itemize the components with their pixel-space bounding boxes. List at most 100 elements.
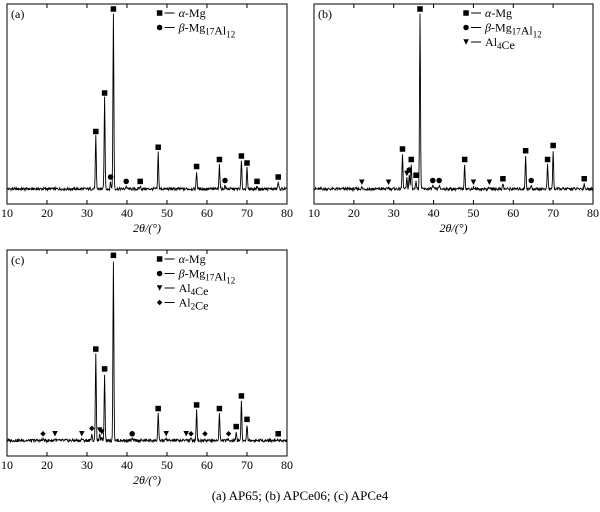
x-tick-label: 60 [201, 206, 213, 220]
x-tick-label: 40 [428, 206, 440, 220]
legend-marker-triangle-down [156, 285, 163, 291]
legend-label: Al2Ce [179, 296, 209, 313]
peak-marker-circle [222, 177, 228, 184]
xrd-trace [313, 13, 594, 192]
x-tick-label: 20 [41, 206, 53, 220]
peak-marker-square [238, 393, 245, 399]
peak-marker-square [399, 146, 406, 152]
plot-frame [6, 249, 288, 457]
x-axis-label: 2θ/(°) [133, 473, 161, 487]
peak-marker-square [417, 6, 423, 12]
x-tick-label: 80 [281, 458, 293, 472]
peak-marker-square [110, 6, 117, 12]
x-axis-label: 2θ/(°) [133, 221, 161, 235]
legend-marker-triangle-down [463, 39, 469, 45]
xrd-trace [6, 261, 288, 444]
legend-marker-square [156, 256, 163, 262]
xrd-trace [6, 13, 288, 193]
peak-marker-square [101, 366, 108, 372]
peak-marker-square [244, 160, 250, 166]
x-tick-label: 80 [587, 206, 599, 220]
x-tick-label: 10 [1, 458, 13, 472]
xrd-panel-2: 10 20 30 40 50 60 70 80 2θ/(°) (b) α-Mgβ-Mg17Al12A… [308, 3, 599, 235]
x-tick-label: 60 [201, 458, 213, 472]
legend-label: α-Mg [485, 6, 512, 20]
peak-marker-square [238, 153, 245, 159]
legend-marker-circle [156, 24, 163, 31]
peak-marker-diamond [89, 425, 95, 432]
peak-marker-square [581, 176, 587, 182]
peak-marker-square [193, 402, 200, 408]
peak-marker-square [275, 431, 281, 437]
peak-marker-square [233, 423, 239, 430]
peak-marker-circle [430, 177, 436, 184]
panel-label: (a) [11, 7, 24, 21]
peak-marker-diamond [225, 431, 232, 437]
peak-marker-square [254, 178, 260, 185]
legend-label: α-Mg [179, 252, 206, 266]
x-tick-label: 50 [467, 206, 479, 220]
peak-marker-square [500, 176, 506, 182]
peak-marker-circle [406, 167, 413, 173]
peak-marker-square [137, 178, 143, 185]
figure-caption: (a) AP65; (b) APCe06; (c) APCe4 [211, 488, 389, 503]
peak-marker-triangle-down [359, 179, 365, 185]
peak-marker-triangle-down [99, 429, 105, 435]
x-axis-label: 2θ/(°) [439, 221, 467, 235]
legend-marker-square [463, 10, 469, 16]
x-tick-label: 60 [507, 206, 519, 220]
peak-marker-square [408, 156, 415, 163]
peak-marker-circle [107, 174, 114, 180]
x-tick-label: 40 [121, 458, 133, 472]
legend-marker-square [156, 10, 163, 16]
peak-marker-square [413, 172, 419, 178]
peak-marker-square [101, 90, 108, 96]
x-tick-label: 70 [547, 206, 559, 220]
x-tick-label: 40 [121, 206, 133, 220]
peak-marker-circle [528, 177, 534, 184]
legend-label: β-Mg17Al12 [484, 21, 542, 40]
peak-marker-triangle-down [470, 179, 477, 185]
legend-label: β-Mg17Al12 [178, 267, 236, 286]
peak-marker-square [544, 156, 551, 163]
legend-label: α-Mg [179, 6, 206, 20]
x-tick-label: 70 [241, 458, 253, 472]
peak-marker-circle [129, 431, 135, 437]
x-tick-label: 70 [241, 206, 253, 220]
peak-marker-square [155, 405, 161, 412]
x-tick-label: 30 [81, 458, 93, 472]
peak-marker-diamond [40, 431, 46, 437]
peak-marker-circle [123, 178, 129, 185]
legend-label: β-Mg17Al12 [178, 21, 236, 40]
peak-marker-square [244, 416, 250, 423]
legend-marker-circle [463, 24, 469, 31]
x-tick-label: 80 [281, 206, 293, 220]
x-tick-label: 30 [81, 206, 93, 220]
peak-marker-square [550, 142, 556, 149]
legend-marker-diamond [156, 299, 163, 306]
xrd-panel-1: 10 20 30 40 50 60 70 80 2θ/(°) (a) α-Mgβ-Mg17Al12 [1, 3, 293, 235]
x-tick-label: 50 [161, 206, 173, 220]
x-tick-label: 10 [308, 206, 320, 220]
peak-marker-triangle-down [486, 179, 493, 185]
plot-frame [6, 3, 288, 205]
peak-marker-triangle-down [52, 431, 58, 437]
peak-marker-square [93, 128, 99, 135]
peak-marker-square [110, 252, 117, 259]
peak-marker-square [193, 163, 200, 170]
peak-marker-square [216, 405, 223, 412]
peak-marker-square [275, 174, 281, 180]
x-tick-label: 30 [388, 206, 400, 220]
legend-label: Al4Ce [179, 281, 209, 298]
peak-marker-triangle-down [79, 431, 85, 437]
peak-marker-diamond [188, 431, 194, 437]
panel-label: (c) [11, 253, 24, 267]
peak-marker-square [522, 148, 529, 154]
peak-marker-diamond [202, 431, 208, 437]
legend-marker-circle [156, 270, 163, 277]
peak-marker-square [93, 346, 99, 352]
x-tick-label: 20 [41, 458, 53, 472]
peak-marker-circle [436, 177, 442, 184]
